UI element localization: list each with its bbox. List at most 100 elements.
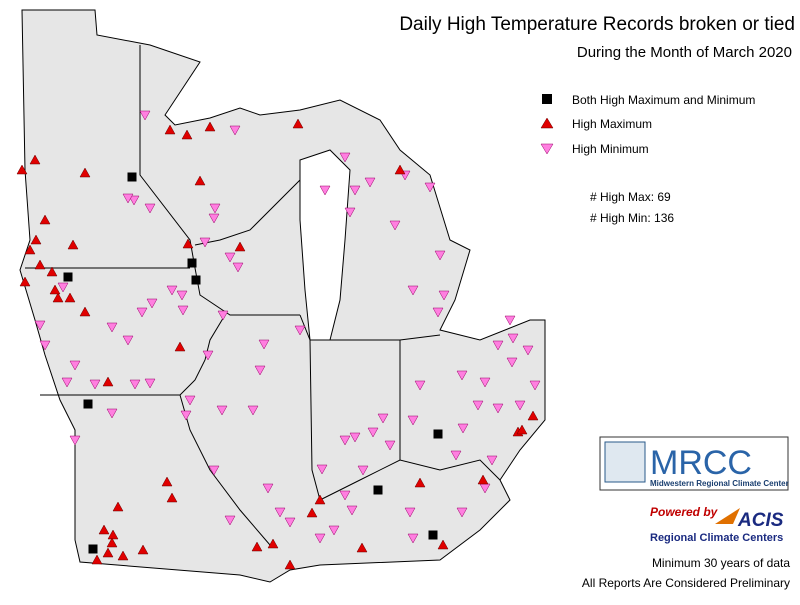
high-min-marker bbox=[339, 490, 351, 501]
high-max-marker bbox=[102, 376, 114, 387]
high-min-marker bbox=[177, 305, 189, 316]
rcc-text: Regional Climate Centers bbox=[650, 532, 783, 544]
high-max-marker bbox=[24, 244, 36, 255]
high-min-marker bbox=[450, 450, 462, 461]
high-min-marker bbox=[247, 405, 259, 416]
acis-logo: Powered by ACIS Regional Climate Centers bbox=[650, 505, 784, 544]
both-marker bbox=[433, 429, 443, 439]
high-min-marker bbox=[34, 320, 46, 331]
high-min-marker bbox=[184, 395, 196, 406]
high-max-marker bbox=[516, 424, 528, 435]
footer-text: All Reports Are Considered Preliminary bbox=[582, 576, 790, 590]
high-min-marker bbox=[384, 440, 396, 451]
high-max-marker bbox=[49, 284, 61, 295]
lake-michigan bbox=[299, 149, 351, 341]
station-markers bbox=[16, 110, 541, 570]
high-min-marker bbox=[208, 213, 220, 224]
high-min-marker bbox=[176, 290, 188, 301]
subtitle: During the Month of March 2020 bbox=[577, 44, 792, 61]
high-min-marker bbox=[404, 507, 416, 518]
high-max-marker bbox=[67, 239, 79, 250]
legend-triangle-up bbox=[540, 117, 554, 129]
high-min-marker bbox=[407, 415, 419, 426]
footer-text: Minimum 30 years of data bbox=[652, 556, 790, 570]
high-max-marker bbox=[39, 214, 51, 225]
high-min-marker bbox=[319, 185, 331, 196]
both-marker bbox=[191, 275, 201, 285]
high-min-marker bbox=[349, 185, 361, 196]
high-min-marker bbox=[180, 410, 192, 421]
high-min-marker bbox=[224, 252, 236, 263]
high-max-marker bbox=[234, 241, 246, 252]
logo-icon bbox=[604, 441, 646, 483]
high-min-marker bbox=[129, 379, 141, 390]
high-min-marker bbox=[432, 307, 444, 318]
high-max-marker bbox=[356, 542, 368, 553]
high-max-marker bbox=[251, 541, 263, 552]
legend-label: Both High Maximum and Minimum bbox=[572, 93, 755, 107]
logo-subtext: Midwestern Regional Climate Center bbox=[650, 479, 789, 488]
high-min-marker bbox=[456, 507, 468, 518]
high-min-marker bbox=[479, 377, 491, 388]
high-min-marker bbox=[254, 365, 266, 376]
high-max-marker bbox=[64, 292, 76, 303]
high-max-marker bbox=[52, 292, 64, 303]
high-max-marker bbox=[79, 306, 91, 317]
high-min-marker bbox=[232, 262, 244, 273]
count-text: # High Max: 69 bbox=[590, 190, 671, 204]
high-max-marker bbox=[164, 124, 176, 135]
title: Daily High Temperature Records broken or… bbox=[399, 14, 795, 35]
high-min-marker bbox=[367, 427, 379, 438]
high-max-marker bbox=[394, 164, 406, 175]
high-min-marker bbox=[514, 400, 526, 411]
high-min-marker bbox=[69, 435, 81, 446]
high-max-marker bbox=[437, 539, 449, 550]
high-max-marker bbox=[161, 476, 173, 487]
high-min-marker bbox=[486, 455, 498, 466]
high-max-marker bbox=[34, 259, 46, 270]
high-min-marker bbox=[506, 357, 518, 368]
high-min-marker bbox=[344, 207, 356, 218]
logo-text: MRCC bbox=[650, 444, 752, 482]
high-min-marker bbox=[414, 380, 426, 391]
high-min-marker bbox=[216, 405, 228, 416]
high-min-marker bbox=[57, 282, 69, 293]
high-max-marker bbox=[527, 410, 539, 421]
high-max-marker bbox=[91, 554, 103, 565]
powered-text: Powered by bbox=[650, 505, 719, 519]
high-min-marker bbox=[377, 413, 389, 424]
high-min-marker bbox=[122, 335, 134, 346]
high-min-marker bbox=[229, 125, 241, 136]
high-min-marker bbox=[529, 380, 541, 391]
both-marker bbox=[187, 258, 197, 268]
both-marker bbox=[428, 530, 438, 540]
legend-label: High Maximum bbox=[572, 117, 652, 131]
high-min-marker bbox=[434, 250, 446, 261]
high-max-marker bbox=[314, 494, 326, 505]
high-min-marker bbox=[166, 285, 178, 296]
high-min-marker bbox=[407, 533, 419, 544]
high-min-marker bbox=[69, 360, 81, 371]
high-min-marker bbox=[316, 464, 328, 475]
high-min-marker bbox=[284, 517, 296, 528]
high-max-marker bbox=[204, 121, 216, 132]
high-min-marker bbox=[217, 310, 229, 321]
high-min-marker bbox=[522, 345, 534, 356]
both-marker bbox=[127, 172, 137, 182]
high-min-marker bbox=[146, 298, 158, 309]
high-min-marker bbox=[274, 507, 286, 518]
high-min-marker bbox=[328, 525, 340, 536]
high-min-marker bbox=[144, 378, 156, 389]
high-min-marker bbox=[202, 350, 214, 361]
high-max-marker bbox=[137, 544, 149, 555]
legend-square bbox=[542, 94, 552, 104]
high-min-marker bbox=[472, 400, 484, 411]
high-max-marker bbox=[19, 276, 31, 287]
high-min-marker bbox=[314, 533, 326, 544]
high-max-marker bbox=[284, 559, 296, 570]
high-max-marker bbox=[106, 537, 118, 548]
high-min-marker bbox=[209, 203, 221, 214]
high-max-marker bbox=[306, 507, 318, 518]
high-min-marker bbox=[438, 290, 450, 301]
count-text: # High Min: 136 bbox=[590, 211, 674, 225]
